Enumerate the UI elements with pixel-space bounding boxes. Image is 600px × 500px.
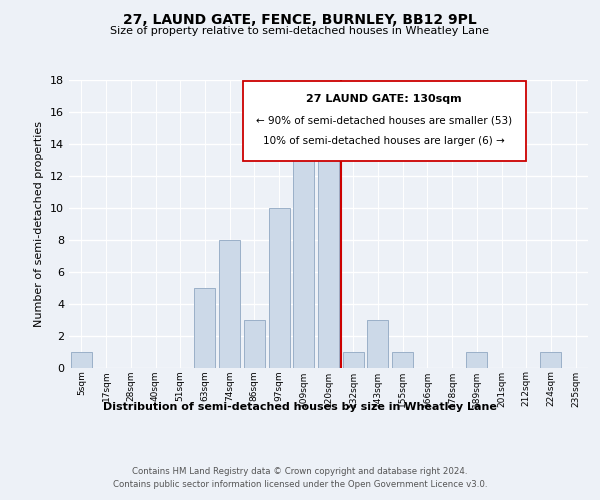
Bar [343, 352, 364, 368]
Text: ← 90% of semi-detached houses are smaller (53): ← 90% of semi-detached houses are smalle… [256, 116, 512, 126]
Bar [244, 320, 265, 368]
Text: 27 LAUND GATE: 130sqm: 27 LAUND GATE: 130sqm [307, 94, 462, 104]
Bar [293, 144, 314, 368]
Y-axis label: Number of semi-detached properties: Number of semi-detached properties [34, 120, 44, 327]
Text: Size of property relative to semi-detached houses in Wheatley Lane: Size of property relative to semi-detach… [110, 26, 490, 36]
Bar [541, 352, 562, 368]
Text: Contains HM Land Registry data © Crown copyright and database right 2024.: Contains HM Land Registry data © Crown c… [132, 468, 468, 476]
Bar [219, 240, 240, 368]
FancyBboxPatch shape [243, 82, 526, 160]
Bar [194, 288, 215, 368]
Text: 10% of semi-detached houses are larger (6) →: 10% of semi-detached houses are larger (… [263, 136, 505, 146]
Bar [318, 160, 339, 368]
Bar [367, 320, 388, 368]
Bar [392, 352, 413, 368]
Bar [269, 208, 290, 368]
Text: 27, LAUND GATE, FENCE, BURNLEY, BB12 9PL: 27, LAUND GATE, FENCE, BURNLEY, BB12 9PL [123, 12, 477, 26]
Bar [466, 352, 487, 368]
Bar [71, 352, 92, 368]
Text: Contains public sector information licensed under the Open Government Licence v3: Contains public sector information licen… [113, 480, 487, 489]
Text: Distribution of semi-detached houses by size in Wheatley Lane: Distribution of semi-detached houses by … [103, 402, 497, 412]
